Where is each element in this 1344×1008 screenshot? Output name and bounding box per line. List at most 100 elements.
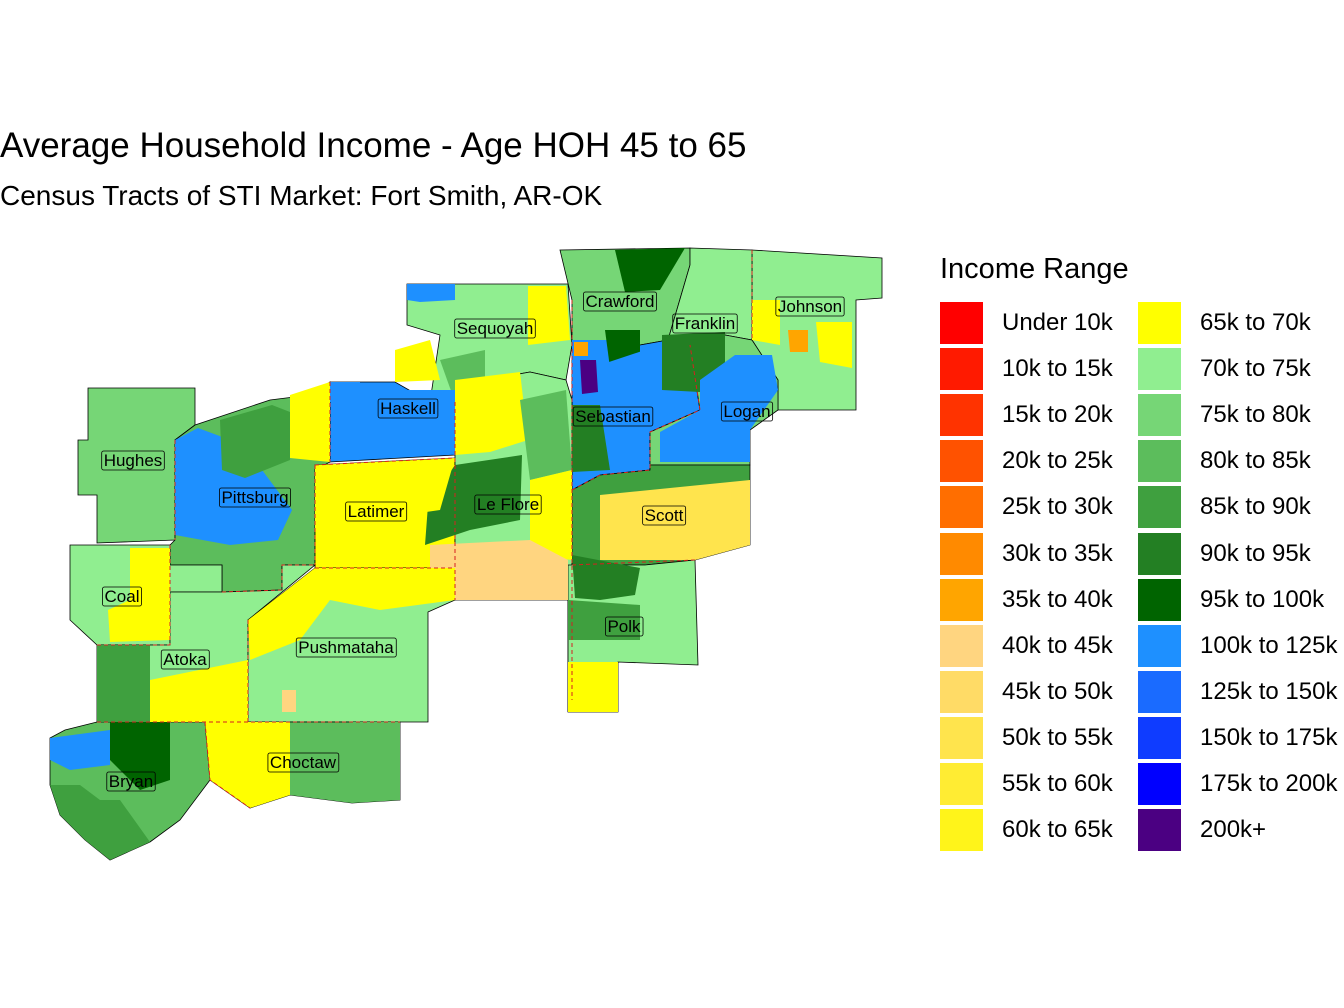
legend-label: 50k to 55k bbox=[1002, 723, 1113, 751]
tract-patch bbox=[568, 600, 640, 640]
county-label-hughes: Hughes bbox=[101, 450, 165, 471]
county-label-box bbox=[102, 586, 142, 607]
tract-patch bbox=[330, 382, 360, 402]
county-label-text: Bryan bbox=[109, 772, 153, 791]
county-label-box bbox=[642, 505, 687, 526]
tract-patch bbox=[315, 458, 455, 528]
county-label-text: Sequoyah bbox=[457, 319, 534, 338]
tract-patch bbox=[430, 540, 568, 600]
county-label-text: Crawford bbox=[586, 292, 655, 311]
tract-patch bbox=[528, 286, 570, 345]
tract-patch bbox=[407, 284, 455, 302]
county-label-box bbox=[101, 450, 165, 471]
legend-label: 150k to 175k bbox=[1200, 723, 1338, 751]
county-label-text: Sebastian bbox=[575, 407, 651, 426]
county-label-text: Le Flore bbox=[477, 495, 539, 514]
county-border bbox=[221, 564, 315, 593]
tract-patch bbox=[290, 722, 400, 803]
tract-patch bbox=[615, 248, 685, 292]
legend-swatch bbox=[940, 624, 983, 667]
tract-patch bbox=[108, 548, 170, 642]
county-label-choctaw: Choctaw bbox=[267, 752, 340, 773]
legend-swatch bbox=[1138, 532, 1181, 575]
county-label-box bbox=[572, 406, 654, 427]
tract-patch bbox=[600, 480, 750, 560]
legend-label: Under 10k bbox=[1002, 309, 1113, 336]
county-labels: Crawford Johnson Sequoyah Franklin Haskell Se… bbox=[101, 291, 845, 792]
tract-patch bbox=[572, 405, 610, 472]
legend-swatch bbox=[1138, 670, 1181, 713]
county-label-pittsburg: Pittsburg bbox=[219, 487, 291, 508]
county-label-johnson: Johnson bbox=[775, 296, 845, 317]
county-border bbox=[571, 344, 701, 491]
map-title: Average Household Income - Age HOH 45 to… bbox=[0, 126, 747, 165]
county-label-atoka: Atoka bbox=[160, 649, 210, 670]
tract-patch bbox=[175, 428, 292, 545]
county-label-box bbox=[267, 752, 340, 773]
county-border bbox=[204, 721, 251, 809]
county-label-haskell: Haskell bbox=[377, 398, 439, 419]
legend-swatch bbox=[1138, 763, 1181, 805]
tract-patches bbox=[50, 248, 852, 860]
legend-swatch bbox=[940, 440, 983, 483]
county-label-pushmataha: Pushmataha bbox=[295, 637, 397, 658]
tract-patch bbox=[530, 470, 572, 560]
county-label-text: Coal bbox=[105, 587, 140, 606]
tract-patch bbox=[600, 345, 675, 432]
legend-label: 75k to 80k bbox=[1200, 401, 1311, 429]
county-hughes[interactable] bbox=[77, 387, 196, 544]
tract-patch bbox=[398, 390, 455, 455]
legend-label: 20k to 25k bbox=[1002, 447, 1113, 475]
legend-swatch bbox=[940, 348, 983, 391]
county-label-box bbox=[605, 616, 644, 637]
county-label-box bbox=[345, 501, 408, 522]
tract-patch bbox=[580, 360, 598, 394]
tract-patch bbox=[205, 722, 290, 808]
legend-swatch bbox=[1138, 624, 1181, 667]
county-label-logan: Logan bbox=[720, 401, 774, 422]
county-label-coal: Coal bbox=[102, 586, 142, 607]
legend-label: 90k to 95k bbox=[1200, 539, 1311, 567]
county-label-box bbox=[775, 296, 845, 317]
county-label-text: Latimer bbox=[348, 502, 405, 521]
county-label-scott: Scott bbox=[642, 505, 687, 526]
legend-label: 60k to 65k bbox=[1002, 816, 1113, 844]
legend-swatch bbox=[1138, 716, 1181, 759]
county-label-le-flore: Le Flore bbox=[474, 494, 542, 515]
legend-label: 85k to 90k bbox=[1200, 493, 1311, 521]
county-label-sebastian: Sebastian bbox=[572, 406, 654, 427]
county-label-text: Logan bbox=[723, 402, 770, 421]
county-label-box bbox=[295, 637, 397, 658]
tract-patch bbox=[50, 785, 150, 860]
county-borders bbox=[97, 250, 753, 809]
tract-patch bbox=[568, 662, 618, 712]
county-label-text: Johnson bbox=[778, 297, 842, 316]
legend-label: 35k to 40k bbox=[1002, 585, 1113, 613]
county-label-text: Atoka bbox=[163, 650, 207, 669]
legend-label: 40k to 45k bbox=[1002, 631, 1113, 659]
county-label-sequoyah: Sequoyah bbox=[454, 318, 536, 339]
county-label-box bbox=[454, 318, 536, 339]
legend-swatch bbox=[940, 532, 983, 575]
legend-label: 45k to 50k bbox=[1002, 677, 1113, 705]
tract-patch bbox=[282, 690, 296, 712]
legend-label: 70k to 75k bbox=[1200, 355, 1311, 383]
tract-patch bbox=[574, 342, 588, 356]
tract-patch bbox=[455, 372, 528, 455]
legend-label: 30k to 35k bbox=[1002, 539, 1113, 567]
legend-label: 95k to 100k bbox=[1200, 585, 1325, 613]
county-label-franklin: Franklin bbox=[672, 313, 738, 334]
tract-patch bbox=[97, 645, 150, 722]
legend-swatch bbox=[1138, 348, 1181, 391]
county-label-text: Haskell bbox=[380, 399, 436, 418]
choropleth-map: Crawford Johnson Sequoyah Franklin Haskell Se… bbox=[49, 247, 883, 861]
tract-patch bbox=[220, 405, 290, 478]
legend-swatch bbox=[1138, 809, 1181, 852]
tract-patch bbox=[50, 730, 110, 770]
legend-swatch bbox=[1138, 440, 1181, 483]
county-label-text: Polk bbox=[607, 617, 641, 636]
tract-patch bbox=[660, 355, 778, 462]
county-label-box bbox=[219, 487, 291, 508]
county-label-latimer: Latimer bbox=[345, 501, 408, 522]
county-label-box bbox=[720, 401, 774, 422]
